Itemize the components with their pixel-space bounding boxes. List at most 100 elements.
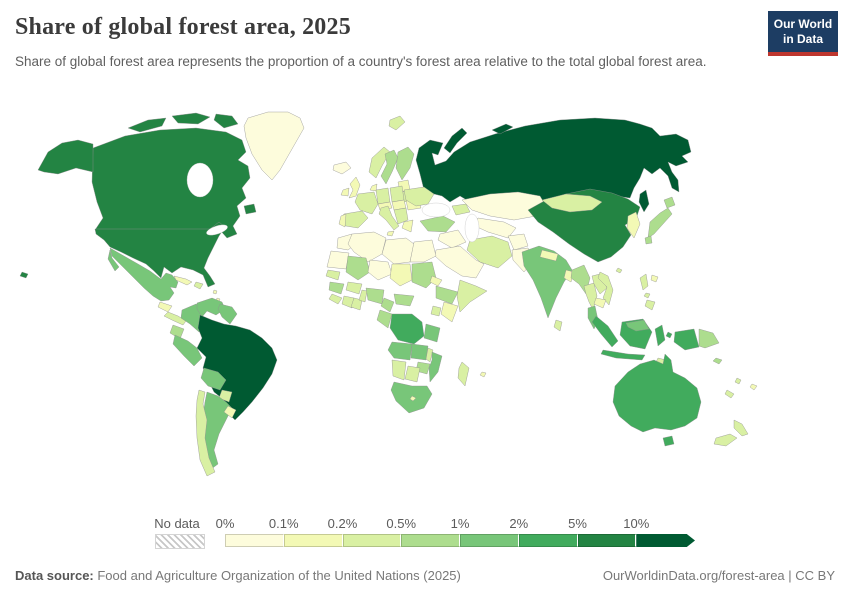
country-brazil[interactable] [196, 314, 278, 421]
country-tanzania[interactable] [423, 323, 441, 343]
country-uruguay[interactable] [223, 405, 237, 419]
country-chile[interactable] [195, 389, 216, 477]
country-ukraine[interactable] [403, 186, 435, 207]
country-japan-honshu[interactable] [647, 207, 673, 239]
legend-no-data-swatch[interactable] [155, 534, 205, 549]
country-balkans[interactable] [393, 207, 409, 225]
country-burkina-faso[interactable] [345, 281, 363, 295]
country-australia-tasmania[interactable] [662, 435, 675, 447]
country-vanuatu[interactable] [734, 377, 742, 385]
country-chad[interactable] [389, 263, 413, 287]
legend-bin-1[interactable] [283, 534, 343, 547]
country-guatemala-honduras[interactable] [157, 301, 173, 313]
country-namibia[interactable] [391, 359, 407, 381]
country-usa-hawaii[interactable] [19, 271, 29, 279]
country-indonesia-maluku[interactable] [665, 331, 673, 339]
country-caucasus[interactable] [451, 203, 471, 216]
country-turkey[interactable] [419, 215, 456, 233]
country-philippines-mindanao[interactable] [644, 299, 656, 311]
country-peru[interactable] [172, 334, 203, 367]
country-philippines-luzon[interactable] [639, 273, 649, 291]
country-philippines-visayas[interactable] [643, 292, 651, 299]
country-new-caledonia[interactable] [724, 389, 735, 399]
country-benin-togo[interactable] [358, 289, 368, 303]
country-mexico-baja[interactable] [107, 249, 120, 272]
legend-bin-3[interactable] [401, 534, 460, 547]
country-guianas[interactable] [217, 303, 238, 325]
country-eritrea[interactable] [429, 275, 443, 287]
country-france[interactable] [354, 191, 379, 215]
country-egypt[interactable] [409, 239, 437, 263]
country-dr-congo[interactable] [389, 313, 425, 345]
country-taiwan[interactable] [650, 274, 659, 283]
country-niger[interactable] [367, 259, 393, 281]
country-canada-islands-3[interactable] [213, 113, 239, 129]
country-new-zealand-north[interactable] [733, 419, 749, 437]
country-madagascar[interactable] [457, 361, 470, 387]
country-portugal[interactable] [338, 213, 347, 228]
country-mali[interactable] [345, 255, 371, 281]
country-australia[interactable] [612, 353, 702, 433]
country-central-asia[interactable] [474, 217, 517, 239]
country-uk[interactable] [348, 176, 361, 199]
country-new-zealand-south[interactable] [713, 433, 738, 447]
legend-bin-5[interactable] [518, 534, 578, 547]
country-sicily[interactable] [386, 230, 395, 237]
country-indonesia-java[interactable] [600, 349, 646, 361]
country-poland[interactable] [389, 185, 405, 203]
owid-logo[interactable]: Our World in Data [768, 11, 838, 56]
country-canada-islands-2[interactable] [171, 112, 211, 125]
country-iraq-syria[interactable] [437, 229, 467, 249]
country-algeria[interactable] [347, 231, 387, 263]
country-sierra-leone-liberia[interactable] [328, 293, 343, 305]
legend-bin-4[interactable] [460, 534, 519, 547]
country-senegal[interactable] [325, 269, 341, 281]
country-hainan[interactable] [615, 267, 623, 274]
legend-bin-6[interactable] [577, 534, 637, 547]
country-hispaniola[interactable] [193, 281, 204, 290]
country-germany[interactable] [375, 187, 391, 205]
country-russia[interactable] [415, 117, 692, 205]
country-canada[interactable] [91, 127, 251, 239]
country-arabian-peninsula[interactable] [434, 245, 485, 279]
country-kenya[interactable] [440, 301, 459, 323]
country-laos[interactable] [591, 273, 608, 295]
country-fiji[interactable] [749, 383, 758, 391]
country-botswana[interactable] [404, 365, 421, 383]
country-russia-novaya-zemlya[interactable] [443, 127, 468, 154]
country-svalbard[interactable] [388, 115, 406, 131]
country-ireland[interactable] [340, 187, 350, 197]
country-indonesia-sumatra[interactable] [591, 315, 619, 348]
country-vietnam[interactable] [597, 271, 614, 306]
country-mongolia[interactable] [541, 193, 603, 213]
country-mauritania[interactable] [326, 250, 350, 270]
footer-link[interactable]: OurWorldinData.org/forest-area | CC BY [602, 568, 835, 583]
country-uganda[interactable] [430, 305, 442, 317]
country-canada-islands-1[interactable] [127, 117, 167, 133]
country-cuba[interactable] [173, 275, 193, 286]
country-sudan[interactable] [411, 261, 437, 289]
country-mexico[interactable] [109, 247, 179, 302]
country-nepal[interactable] [539, 249, 559, 262]
country-japan-hokkaido[interactable] [663, 196, 676, 209]
country-finland[interactable] [395, 146, 415, 181]
country-cambodia[interactable] [593, 297, 607, 309]
country-indonesia-papua[interactable] [673, 328, 700, 351]
country-zambia[interactable] [410, 343, 429, 361]
country-sri-lanka[interactable] [553, 319, 563, 332]
country-greenland[interactable] [243, 111, 305, 181]
country-iceland[interactable] [332, 161, 352, 175]
country-usa-alaska[interactable] [37, 139, 94, 175]
country-congo-gabon[interactable] [376, 309, 393, 329]
country-libya[interactable] [381, 237, 415, 265]
country-canada-newfoundland[interactable] [243, 203, 257, 215]
country-korea[interactable] [626, 211, 641, 239]
legend-bin-7[interactable] [636, 534, 695, 547]
country-somalia[interactable] [456, 279, 488, 313]
country-mozambique[interactable] [428, 351, 443, 383]
country-afghanistan[interactable] [507, 233, 529, 251]
country-cameroon[interactable] [380, 297, 395, 313]
country-sweden[interactable] [380, 149, 399, 185]
country-india[interactable] [521, 245, 573, 319]
country-indonesia-sulawesi[interactable] [654, 324, 666, 347]
